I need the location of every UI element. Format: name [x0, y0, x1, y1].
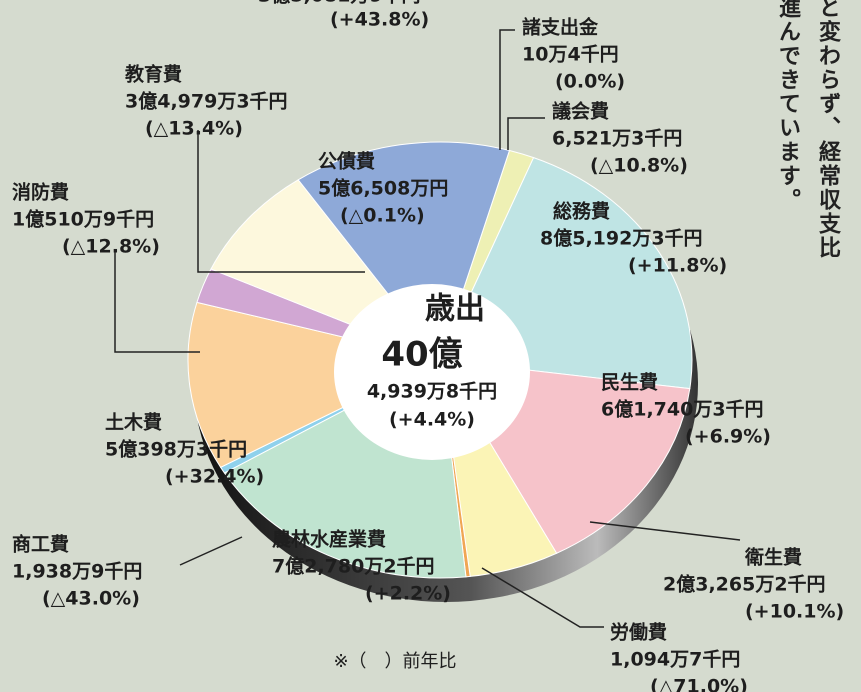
slice-value: 6,521万3千円 [552, 128, 682, 150]
slice-name: 土木費 [105, 411, 162, 434]
slice-change: (+32.4%) [165, 466, 264, 488]
top-fragment: (+43.8%) [330, 9, 429, 31]
slice-change: (△10.8%) [590, 155, 688, 177]
note: ※（ ）前年比 [333, 651, 456, 672]
slice-change: (+6.9%) [685, 426, 771, 448]
slice-name: 総務費 [553, 200, 610, 223]
slice-value: 1億510万9千円 [12, 208, 154, 231]
slice-change: (△71.0%) [650, 676, 748, 692]
leader-line [499, 29, 515, 150]
leader-line [507, 117, 545, 150]
slice-change: (0.0%) [555, 71, 625, 93]
slice-value: 6億1,740万3千円 [601, 398, 764, 421]
side-text: 進んできています。 [775, 0, 801, 212]
slice-change: (△12.8%) [62, 236, 160, 258]
slice-name: 商工費 [12, 533, 69, 556]
slice-change: (+10.1%) [745, 601, 844, 623]
slice-value: 1,094万7千円 [610, 649, 740, 671]
slice-value: 8億5,192万3千円 [540, 227, 703, 250]
slice-change: (△43.0%) [42, 588, 140, 610]
leader-line [197, 130, 365, 273]
slice-change: (+11.8%) [628, 255, 727, 277]
slice-value: 5億6,508万円 [318, 177, 448, 200]
leader-line [179, 536, 243, 566]
slice-value: 5億398万3千円 [105, 438, 247, 461]
leader-line [114, 250, 200, 353]
slice-name: 衛生費 [744, 546, 802, 569]
slice-name: 諸支出金 [522, 16, 599, 39]
slice-change: (△0.1%) [340, 205, 425, 227]
slice-change: (+2.2%) [365, 583, 451, 605]
slice-name: 教育費 [125, 63, 182, 86]
center-disc [334, 284, 530, 460]
slice-value: 3億4,979万3千円 [125, 90, 288, 113]
side-text: と変わらず、経常収支比 [815, 0, 841, 260]
slice-name: 民生費 [601, 371, 658, 394]
slice-name: 議会費 [552, 100, 609, 123]
slice-name: 農林水産業費 [272, 528, 386, 551]
slice-value: 1,938万9千円 [12, 561, 142, 583]
slice-name: 消防費 [12, 181, 69, 204]
center-title: 歳出 [425, 292, 485, 327]
center-amount-sub: 4,939万8千円 [367, 381, 497, 403]
center-amount: 40億 [381, 335, 462, 375]
top-fragment: 3億5,081万9千円 [258, 0, 421, 7]
slice-change: (△13.4%) [145, 118, 243, 140]
pie-slice [187, 301, 442, 468]
slice-value: 10万4千円 [522, 44, 619, 66]
slice-value: 2億3,265万2千円 [663, 573, 826, 596]
slice-name: 労働費 [610, 621, 667, 644]
leader-line [589, 521, 741, 541]
center-change: (+4.4%) [389, 409, 475, 431]
slice-value: 7億2,780万2千円 [272, 555, 435, 578]
leader-line [481, 567, 604, 628]
leader-lines [114, 29, 741, 628]
slice-name: 公債費 [318, 150, 375, 173]
